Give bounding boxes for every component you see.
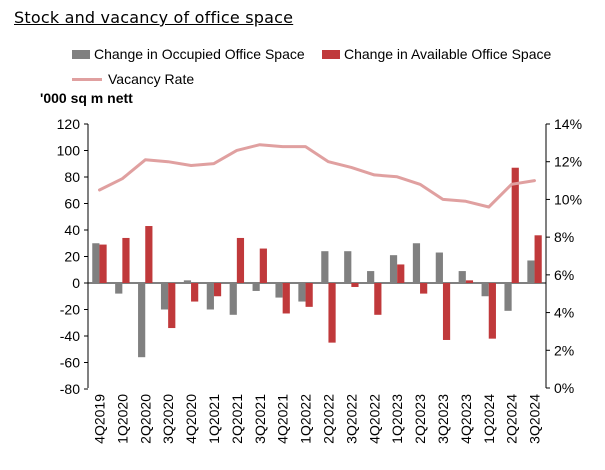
x-tick-label: 2Q2021 [229, 394, 245, 444]
chart-title: Stock and vacancy of office space [14, 8, 294, 27]
bar-occupied [298, 283, 306, 302]
bar-occupied [389, 255, 398, 283]
x-tick-label: 1Q2021 [206, 394, 222, 444]
x-tick-label: 2Q2022 [320, 394, 336, 444]
bar-available [534, 235, 542, 283]
bar-occupied [435, 252, 443, 283]
y2-tick-label: 10% [554, 191, 582, 207]
bar-available [191, 283, 199, 302]
bar-available [145, 226, 153, 283]
bar-occupied [527, 260, 535, 283]
y-tick-label: 40 [64, 222, 80, 238]
y2-tick-label: 2% [554, 342, 574, 358]
bar-occupied [183, 280, 192, 283]
bar-occupied [367, 271, 375, 283]
bar-occupied [115, 283, 123, 294]
x-tick-label: 1Q2020 [114, 394, 130, 444]
bar-available [99, 244, 107, 283]
legend-item-available: Change in Available Office Space [322, 46, 551, 62]
bar-available [213, 283, 222, 297]
bar-available [328, 283, 336, 343]
bar-available [305, 283, 313, 307]
legend-label-occupied: Change in Occupied Office Space [94, 46, 305, 62]
legend-item-occupied: Change in Occupied Office Space [72, 46, 305, 62]
bar-occupied [138, 283, 146, 358]
x-tick-label: 4Q2021 [275, 394, 291, 444]
y-tick-label: -20 [60, 302, 80, 318]
y-axis-unit-label: '000 sq m nett [40, 90, 133, 106]
y-tick-label: 80 [64, 169, 80, 185]
bar-occupied [275, 283, 283, 298]
vacancy-rate-line [98, 143, 536, 209]
x-tick-label: 3Q2023 [435, 394, 451, 444]
bar-occupied [458, 271, 466, 283]
y2-tick-label: 14% [554, 116, 582, 132]
x-tick-label: 3Q2020 [160, 394, 176, 444]
bar-available [122, 237, 130, 283]
bar-available [420, 283, 428, 294]
bar-available [488, 283, 496, 339]
y-tick-label: 20 [64, 249, 80, 265]
bar-available [282, 283, 290, 314]
bar-occupied [412, 243, 421, 283]
y-tick-label: 100 [57, 143, 81, 159]
bar-occupied [160, 283, 169, 310]
bar-occupied [321, 251, 329, 283]
bar-occupied [206, 283, 214, 310]
x-tick-label: 4Q2023 [458, 394, 474, 444]
x-tick-label: 3Q2021 [252, 394, 268, 444]
y2-tick-label: 8% [554, 229, 574, 245]
y-tick-label: 60 [64, 196, 80, 212]
x-tick-label: 2Q2024 [504, 394, 520, 444]
bar-available [397, 264, 405, 283]
bar-available [236, 237, 245, 283]
y-tick-label: 0 [72, 275, 80, 291]
bar-occupied [229, 283, 237, 315]
x-tick-label: 1Q2022 [298, 394, 314, 444]
bar-available [168, 283, 176, 329]
bar-occupied [504, 283, 512, 311]
x-tick-label: 1Q2023 [389, 394, 405, 444]
legend-label-available: Change in Available Office Space [344, 46, 552, 62]
y-tick-label: -60 [60, 355, 80, 371]
y2-tick-label: 6% [554, 267, 574, 283]
x-tick-label: 4Q2019 [91, 394, 107, 444]
y2-tick-label: 4% [554, 305, 574, 321]
y-tick-label: -40 [60, 328, 80, 344]
legend-swatch-available [322, 49, 340, 59]
legend-item-vacancy: Vacancy Rate [72, 71, 194, 87]
legend-swatch-occupied [72, 49, 90, 59]
y2-tick-label: 12% [554, 154, 582, 170]
bar-occupied [92, 243, 100, 283]
bar-available [511, 167, 519, 283]
legend-label-vacancy: Vacancy Rate [108, 71, 195, 87]
bar-available [351, 283, 359, 287]
bar-available [259, 248, 267, 283]
bar-available [465, 280, 474, 283]
y2-tick-label: 0% [554, 380, 574, 396]
x-tick-label: 2Q2020 [137, 394, 153, 444]
bar-available [442, 283, 451, 340]
bar-occupied [252, 283, 260, 291]
x-tick-label: 4Q2022 [366, 394, 382, 444]
y-tick-label: -80 [60, 381, 80, 397]
bar-occupied [481, 283, 489, 297]
x-tick-label: 3Q2024 [527, 394, 543, 444]
x-tick-label: 1Q2024 [481, 394, 497, 444]
bar-available [374, 283, 382, 315]
x-tick-label: 4Q2020 [183, 394, 199, 444]
legend-line-vacancy [72, 77, 102, 81]
bar-occupied [344, 251, 352, 283]
y-tick-label: 120 [57, 116, 81, 132]
x-tick-label: 3Q2022 [343, 394, 359, 444]
x-tick-label: 2Q2023 [412, 394, 428, 444]
